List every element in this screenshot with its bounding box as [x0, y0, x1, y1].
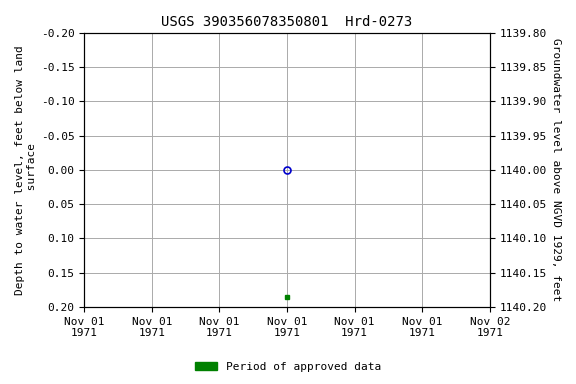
Y-axis label: Depth to water level, feet below land
 surface: Depth to water level, feet below land su… — [15, 45, 37, 295]
Title: USGS 390356078350801  Hrd-0273: USGS 390356078350801 Hrd-0273 — [161, 15, 412, 29]
Y-axis label: Groundwater level above NGVD 1929, feet: Groundwater level above NGVD 1929, feet — [551, 38, 561, 301]
Legend: Period of approved data: Period of approved data — [191, 358, 385, 377]
